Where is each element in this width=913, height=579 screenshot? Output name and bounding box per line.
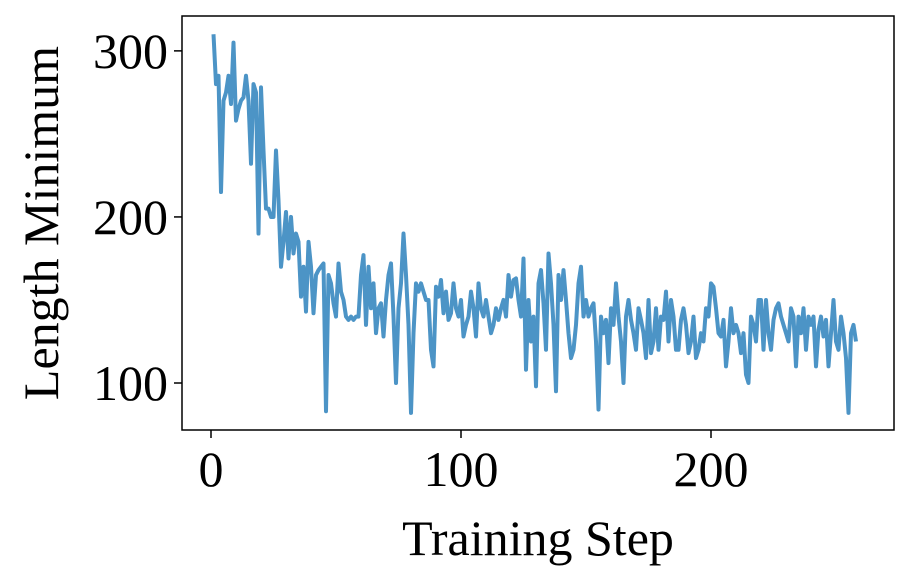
y-tick-label: 300	[93, 23, 168, 79]
plot-frame	[181, 15, 895, 431]
y-axis-label: Length Minimum	[13, 46, 69, 400]
data-line	[211, 34, 858, 415]
x-axis-label: Training Step	[402, 510, 674, 566]
y-tick-label: 200	[93, 189, 168, 245]
y-tick-label: 100	[93, 355, 168, 411]
x-tick-label: 100	[424, 441, 499, 497]
x-tick-label: 200	[674, 441, 749, 497]
x-tick-label: 0	[199, 441, 224, 497]
